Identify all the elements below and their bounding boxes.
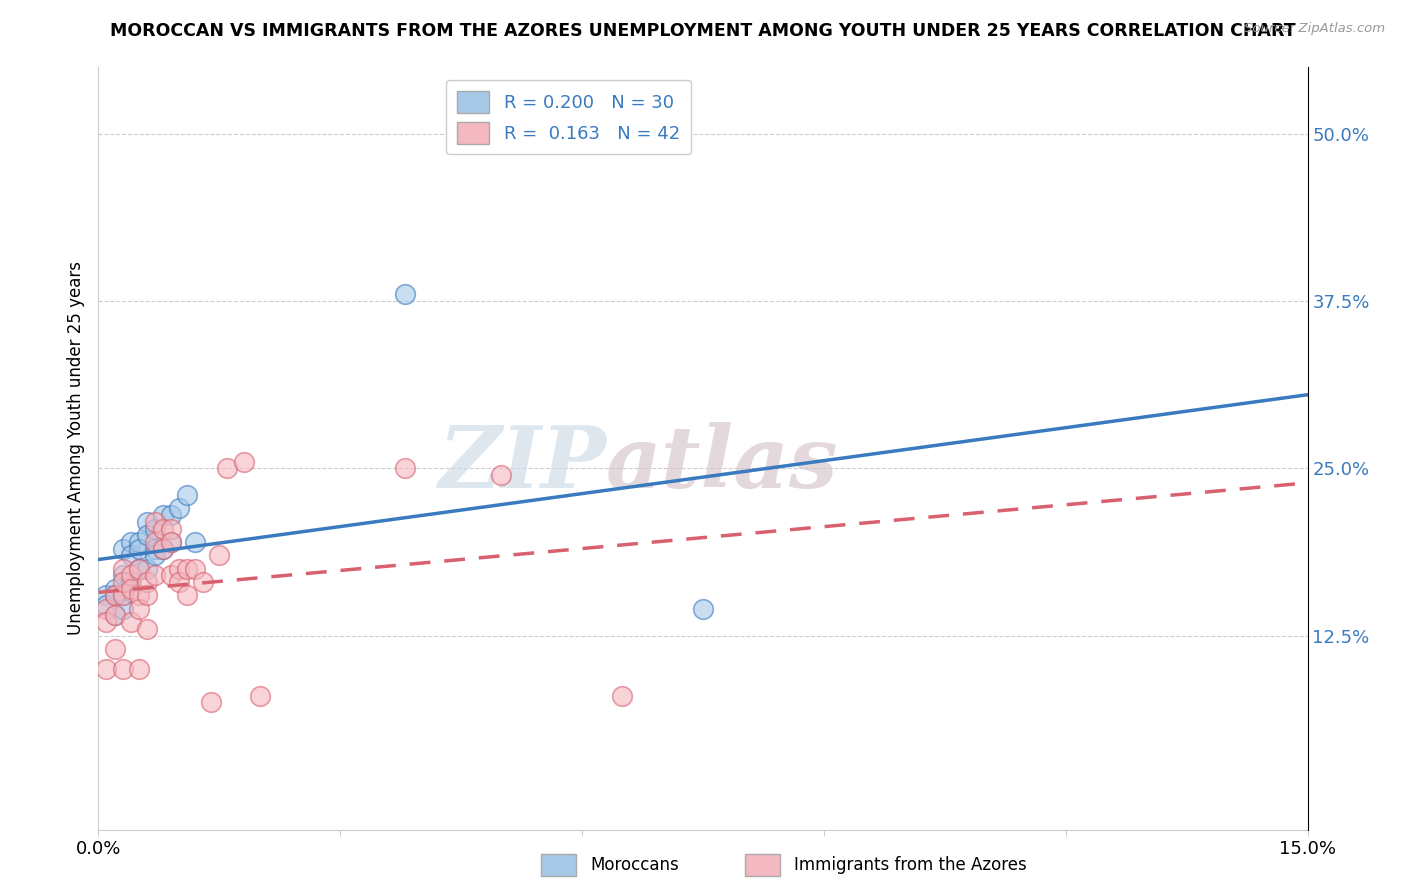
Point (208, 548, 231, 563)
Point (135, 562, 157, 576)
Point (135, 574, 157, 589)
Point (120, 548, 142, 563)
Point (152, 508, 174, 523)
Point (128, 562, 150, 576)
Text: Source: ZipAtlas.com: Source: ZipAtlas.com (1244, 22, 1385, 36)
Point (111, 541, 134, 556)
Point (143, 541, 166, 556)
Y-axis label: Unemployment Among Youth under 25 years: Unemployment Among Youth under 25 years (66, 261, 84, 635)
Point (111, 562, 134, 576)
Point (692, 601, 714, 615)
Point (160, 534, 183, 549)
Point (160, 568, 183, 582)
Point (176, 562, 198, 576)
Point (152, 541, 174, 556)
Text: Immigrants from the Azores: Immigrants from the Azores (794, 855, 1028, 873)
Point (103, 608, 125, 623)
Point (249, 689, 271, 703)
Point (120, 534, 142, 549)
Point (143, 515, 166, 529)
Point (394, 461, 416, 475)
Point (143, 568, 166, 582)
Point (128, 562, 150, 576)
Point (111, 601, 134, 615)
Point (96, 662, 118, 676)
Point (128, 589, 150, 603)
Point (193, 574, 215, 589)
Point (167, 501, 190, 516)
Point (111, 574, 134, 589)
Point (135, 528, 157, 542)
Point (103, 589, 125, 603)
Point (128, 662, 150, 676)
Point (160, 534, 183, 549)
Point (120, 574, 142, 589)
Point (111, 589, 134, 603)
Point (143, 521, 166, 535)
Text: MOROCCAN VS IMMIGRANTS FROM THE AZORES UNEMPLOYMENT AMONG YOUTH UNDER 25 YEARS C: MOROCCAN VS IMMIGRANTS FROM THE AZORES U… (110, 22, 1296, 40)
Point (103, 642, 125, 657)
Point (111, 662, 134, 676)
Text: ZIP: ZIP (439, 422, 606, 505)
Point (111, 589, 134, 603)
Point (96, 601, 118, 615)
Point (491, 467, 513, 482)
Point (160, 521, 183, 535)
Point (96, 598, 118, 612)
Point (200, 696, 222, 710)
Point (394, 287, 416, 301)
Point (152, 541, 174, 556)
Point (143, 534, 166, 549)
Point (143, 548, 166, 563)
Point (96, 589, 118, 603)
Point (120, 582, 142, 596)
Point (128, 541, 150, 556)
Point (167, 574, 190, 589)
Point (176, 488, 198, 502)
Legend: R = 0.200   N = 30, R =  0.163   N = 42: R = 0.200 N = 30, R = 0.163 N = 42 (446, 79, 690, 154)
Point (128, 534, 150, 549)
Point (103, 589, 125, 603)
Point (217, 461, 239, 475)
Point (232, 455, 254, 469)
Point (103, 608, 125, 623)
Point (135, 515, 157, 529)
Point (612, 689, 634, 703)
Point (128, 601, 150, 615)
Text: Moroccans: Moroccans (591, 855, 679, 873)
Point (184, 562, 207, 576)
Point (167, 562, 190, 576)
Point (176, 589, 198, 603)
Point (111, 568, 134, 582)
Point (160, 508, 183, 523)
Point (184, 534, 207, 549)
Point (135, 622, 157, 636)
Point (135, 589, 157, 603)
Point (152, 521, 174, 535)
Point (103, 582, 125, 596)
Point (96, 615, 118, 630)
Point (120, 615, 142, 630)
Point (120, 568, 142, 582)
Text: atlas: atlas (606, 422, 839, 505)
